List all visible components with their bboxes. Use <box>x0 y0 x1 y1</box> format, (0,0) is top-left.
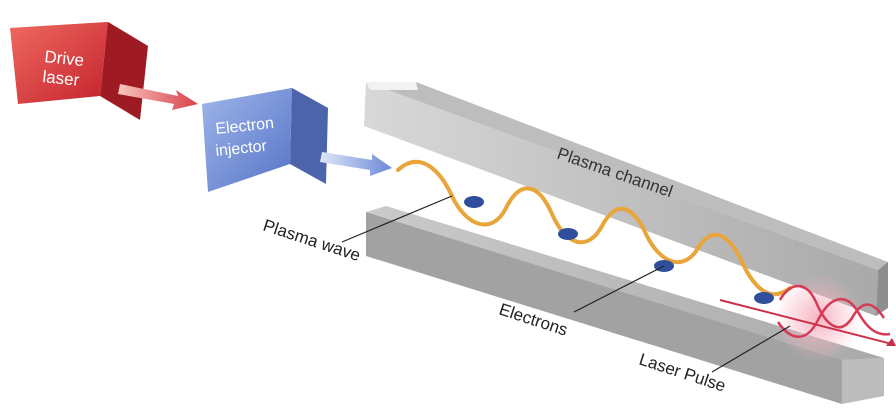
leader-lines <box>341 195 791 373</box>
laser-pulse-leader <box>711 325 791 373</box>
electron <box>464 196 484 208</box>
electron <box>754 292 774 304</box>
drive-laser-arrow <box>118 84 198 110</box>
drive-laser-box: Drive laser <box>10 22 148 120</box>
electron <box>558 228 578 240</box>
drive-laser-label-line2: laser <box>42 67 81 90</box>
electrons-leader <box>573 265 665 313</box>
plasma-wave-label: Plasma wave <box>261 216 363 265</box>
electron-injector-label-line1: Electron <box>215 115 275 138</box>
electron-injector-label-line2: injector <box>215 138 269 160</box>
electron-injector-box: Electron injector <box>202 88 328 192</box>
plasma-wave-leader <box>341 195 453 243</box>
plasma-wave <box>396 159 792 297</box>
electron-injector-arrow <box>320 152 392 176</box>
laser-pulse <box>719 274 896 362</box>
channel-floor <box>366 206 884 360</box>
drive-laser-label-line1: Drive <box>44 47 85 70</box>
plasma-channel-slab: Plasma channel <box>364 82 888 316</box>
